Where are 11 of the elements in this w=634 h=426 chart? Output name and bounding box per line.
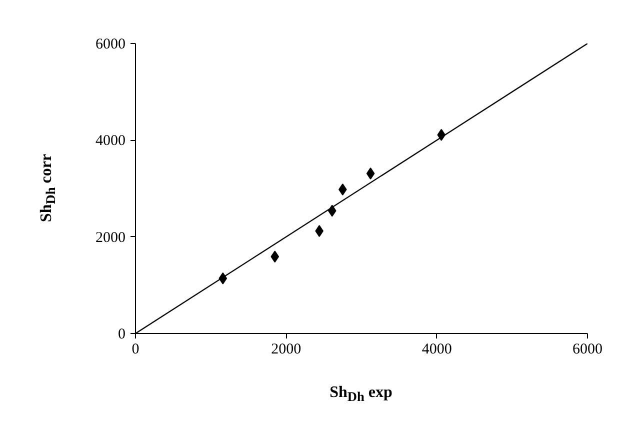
x-tick-label: 2000 [271, 342, 302, 358]
x-tick-label: 6000 [572, 342, 602, 358]
y-tick-label: 6000 [96, 36, 126, 52]
x-axis-title: Sh$_{Dh}$ exp [330, 382, 392, 406]
y-tick-label: 2000 [96, 230, 126, 246]
x-tick-label: 4000 [422, 342, 452, 358]
point [270, 250, 280, 263]
y-tick-label: 0 [118, 326, 126, 342]
point [366, 168, 375, 180]
x-tick-label: 0 [132, 342, 140, 358]
y-tick-label: 4000 [96, 133, 126, 150]
